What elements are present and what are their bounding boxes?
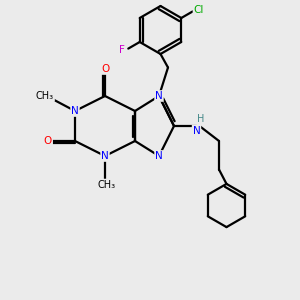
Text: N: N [193,125,200,136]
Text: F: F [119,45,125,55]
Text: N: N [101,151,109,161]
Text: CH₃: CH₃ [36,91,54,101]
Text: Cl: Cl [194,5,204,15]
Text: O: O [101,64,109,74]
Text: H: H [197,114,205,124]
Text: O: O [44,136,52,146]
Text: N: N [155,151,163,161]
Text: N: N [71,106,79,116]
Text: N: N [155,91,163,101]
Text: CH₃: CH₃ [98,179,116,190]
